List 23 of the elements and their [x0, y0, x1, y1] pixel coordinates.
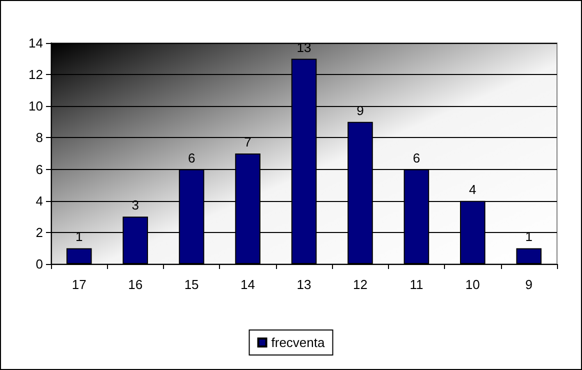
x-tick-label: 9: [525, 277, 533, 292]
x-tick-label: 13: [296, 277, 312, 292]
x-tick-label: 12: [352, 277, 368, 292]
x-tick-label: 16: [128, 277, 143, 292]
legend-label: frecventa: [271, 335, 326, 350]
y-tick-label: 2: [36, 224, 43, 240]
y-tick-label: 10: [28, 98, 43, 114]
x-tick-label: 11: [410, 277, 424, 292]
y-tick-label: 6: [36, 162, 43, 177]
data-label: 6: [412, 150, 420, 166]
y-tick-label: 0: [36, 256, 43, 272]
x-tick-label: 15: [184, 277, 199, 292]
x-tick-label: 17: [72, 277, 86, 292]
bar: [66, 248, 92, 264]
bar: [516, 248, 542, 264]
x-tick-label: 10: [465, 277, 480, 292]
y-tick-label: 8: [36, 130, 43, 146]
y-tick-label: 14: [28, 36, 43, 50]
data-label: 6: [188, 150, 196, 166]
x-tick-label: 14: [240, 277, 256, 292]
y-tick-label: 12: [28, 67, 43, 82]
data-label: 4: [469, 182, 476, 197]
y-tick-label: 4: [36, 193, 43, 208]
